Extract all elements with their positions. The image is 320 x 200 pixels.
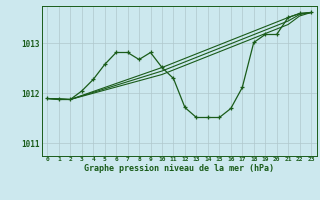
X-axis label: Graphe pression niveau de la mer (hPa): Graphe pression niveau de la mer (hPa) [84, 164, 274, 173]
